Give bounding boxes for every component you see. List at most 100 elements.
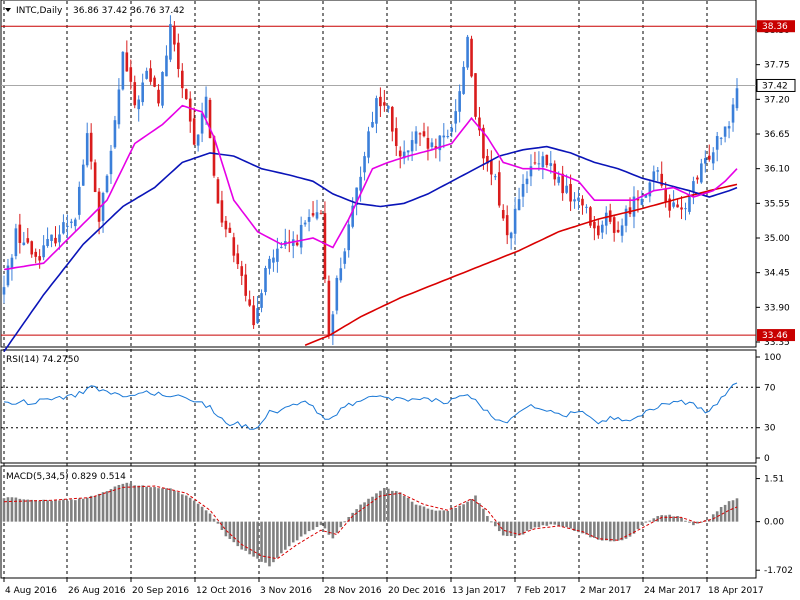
macd-histogram-bar [343, 521, 347, 523]
bear-candle-body [184, 89, 188, 100]
support-price-tag [757, 329, 795, 342]
macd-histogram-bar [573, 521, 576, 532]
macd-histogram-bar [58, 500, 61, 522]
bull-candle-body [14, 228, 18, 257]
macd-histogram-bar [533, 521, 537, 528]
macd-histogram-bar [248, 521, 251, 555]
macd-histogram-bar [220, 521, 224, 531]
macd-histogram-bar [458, 505, 461, 522]
macd-histogram-bar [359, 504, 362, 522]
macd-histogram-bar [414, 504, 418, 522]
macd-histogram-bar [236, 521, 240, 547]
date-label: 12 Oct 2016 [196, 586, 252, 596]
bull-candle-body [438, 135, 442, 151]
bull-candle-body [81, 164, 85, 186]
macd-histogram-bar [323, 521, 327, 529]
price-axis-label: 33.90 [764, 303, 790, 313]
bull-candle-body [652, 171, 656, 181]
date-label: 20 Sep 2016 [132, 586, 189, 596]
macd-histogram-bar [85, 497, 89, 522]
macd-histogram-bar [295, 521, 299, 541]
price-axis-label: 33.35 [764, 338, 790, 348]
bull-candle-body [406, 150, 410, 153]
macd-histogram-bar [529, 521, 533, 530]
resistance-price-label: 38.36 [762, 22, 788, 32]
bear-candle-body [593, 221, 596, 229]
bear-candle-body [149, 68, 152, 82]
price-axis-label: 35.00 [764, 234, 790, 244]
macd-histogram-bar [398, 492, 402, 522]
bull-candle-body [549, 163, 553, 166]
macd-histogram-bar [676, 516, 679, 522]
moving-average-lines [3, 104, 738, 352]
bear-candle-body [153, 77, 156, 87]
macd-histogram-bar [700, 521, 703, 523]
macd-histogram-bar [200, 506, 204, 522]
bull-candle-body [58, 234, 61, 243]
macd-histogram-bar [74, 500, 77, 522]
macd-histogram-bar [604, 521, 608, 541]
macd-histogram-bar [446, 510, 450, 522]
bull-candle-body [145, 70, 148, 79]
bull-candle-body [109, 150, 113, 175]
ma-mid-line [3, 145, 738, 352]
bear-candle-body [157, 89, 160, 104]
macd-histogram-bar [680, 517, 683, 522]
macd-histogram-bar [165, 488, 168, 522]
macd-histogram-bar [153, 487, 156, 522]
macd-histogram-bar [549, 521, 553, 525]
macd-histogram-bar [719, 507, 723, 522]
macd-histogram-bar [46, 500, 49, 522]
bull-candle-body [430, 142, 434, 148]
macd-histogram-bar [620, 521, 624, 541]
bull-candle-body [264, 268, 267, 293]
bull-candle-body [359, 176, 362, 191]
macd-histogram-bar [216, 521, 220, 524]
macd-histogram-bar [232, 521, 236, 543]
bull-candle-body [644, 194, 648, 198]
bull-candle-body [565, 185, 568, 193]
support-price-label: 33.46 [762, 331, 788, 341]
bull-candle-body [656, 170, 660, 172]
macd-histogram-bar [180, 494, 184, 522]
macd-header: MACD(5,34,5) 0.829 0.514 [6, 472, 126, 482]
price-candles [2, 15, 739, 346]
bull-candle-body [450, 127, 454, 132]
macd-histogram-bar [307, 521, 311, 532]
bull-candle-body [604, 212, 608, 226]
macd-histogram-bar [256, 521, 259, 559]
macd-histogram-bar [196, 503, 200, 522]
macd-histogram-bar [319, 521, 323, 526]
macd-histogram-bar [89, 495, 93, 522]
bull-candle-body [141, 82, 144, 103]
macd-histogram-bar [632, 521, 636, 534]
bull-candle-body [375, 98, 378, 124]
bear-candle-body [323, 213, 327, 279]
macd-histogram-bar [466, 501, 469, 522]
macd-histogram-bar [652, 518, 656, 522]
macd-histogram-bar [589, 521, 592, 538]
bull-candle-body [387, 105, 390, 109]
macd-histogram-bar [486, 516, 489, 522]
macd-histogram-bar [141, 485, 144, 522]
bull-candle-body [196, 134, 200, 146]
macd-histogram-bar [490, 521, 493, 523]
macd-histogram-bar [177, 492, 180, 522]
macd-histogram-bar [454, 507, 457, 522]
bull-candle-body [367, 131, 370, 158]
bull-candle-body [541, 156, 545, 168]
macd-histogram-bar [18, 498, 22, 522]
bull-candle-body [6, 265, 10, 286]
macd-histogram-bar [684, 520, 687, 522]
bear-candle-body [252, 305, 255, 326]
macd-histogram-bar [688, 521, 691, 523]
bear-candle-body [232, 237, 236, 256]
rsi-panel-frame [0, 349, 757, 464]
bull-candle-body [117, 89, 121, 125]
macd-histogram-bar [537, 521, 541, 528]
bull-candle-body [161, 71, 164, 106]
macd-histogram-bar [367, 498, 370, 522]
macd-histogram-bar [303, 521, 307, 535]
symbol-dropdown-icon[interactable] [5, 8, 11, 12]
macd-histogram-bar [707, 519, 711, 522]
